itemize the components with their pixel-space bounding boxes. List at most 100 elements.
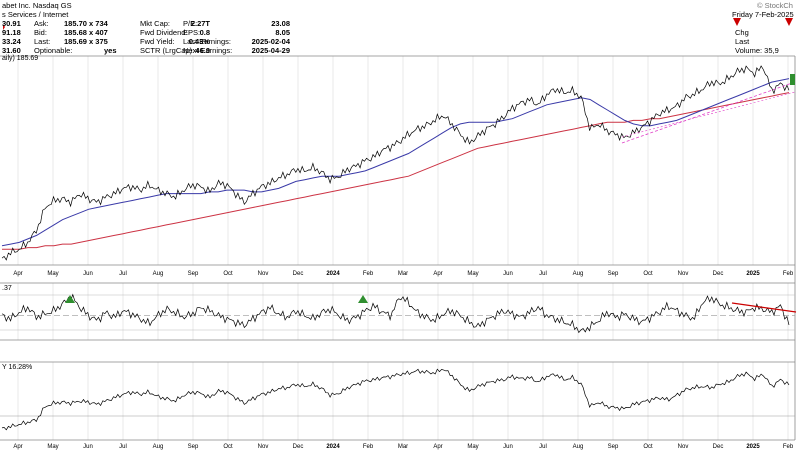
pe-label: P/E:	[183, 19, 198, 28]
x-tick-label: Jul	[119, 271, 127, 277]
rs-panel-label: Y 16.28%	[2, 364, 33, 371]
down-arrow-icon	[733, 18, 741, 26]
ask-label: Ask:	[34, 19, 49, 28]
ratio-panel-label: .37	[2, 285, 12, 292]
x-tick-label: Aug	[153, 271, 164, 277]
watermark: © StockCh	[757, 1, 793, 10]
fwd-dividend-label: Fwd Dividend:	[140, 28, 188, 37]
eps-label: EPS:	[183, 28, 201, 37]
chg-label: Chg	[735, 28, 749, 37]
bid-label: Bid:	[34, 28, 47, 37]
sctr-label: SCTR (LrgCap):	[140, 46, 195, 55]
x-tick-label: Aug	[573, 271, 584, 277]
pe-value: 23.08	[271, 19, 290, 28]
ratio-peak-marker	[65, 295, 75, 303]
x-tick-label: 2024	[326, 271, 340, 277]
x-tick-label: May	[467, 271, 478, 277]
x-tick-label: Nov	[678, 444, 689, 450]
x-tick-label: Aug	[573, 444, 584, 450]
ratio-peak-marker	[358, 295, 368, 303]
ma50-line	[1, 78, 790, 247]
x-tick-label: Sep	[608, 271, 619, 277]
eps-value: 8.05	[275, 28, 290, 37]
x-tick-label: Feb	[363, 271, 374, 277]
bid-value: 185.68 x 407	[64, 28, 108, 37]
x-tick-label: 2025	[746, 271, 760, 277]
sector-label: s Services / Internet	[2, 10, 69, 19]
x-tick-label: Nov	[678, 271, 689, 277]
chart-grid	[17, 56, 789, 440]
ratio-line	[1, 293, 790, 334]
x-tick-label: Sep	[608, 444, 619, 450]
ratio-divergence-line	[731, 302, 797, 313]
x-tick-label: Nov	[258, 444, 269, 450]
ohlc-high: 91.18	[2, 28, 21, 37]
x-tick-label: Sep	[188, 444, 199, 450]
optionable-value: yes	[104, 46, 117, 55]
x-tick-label: Dec	[713, 444, 724, 450]
x-tick-label: Jul	[119, 444, 127, 450]
trendline-secondary	[621, 91, 796, 138]
last-earnings-label: Last Earnings:	[183, 37, 231, 46]
last-label: Last:	[34, 37, 51, 46]
x-tick-label: Apr	[433, 271, 442, 277]
x-tick-label: Aug	[153, 444, 164, 450]
x-tick-label: 2025	[746, 444, 760, 450]
x-tick-label: Apr	[13, 444, 22, 450]
mktcap-value: 2.27T	[190, 19, 210, 28]
last-value: 185.69 x 375	[64, 37, 108, 46]
x-tick-label: Feb	[363, 444, 374, 450]
price-panel-label: aily) 185.69	[2, 55, 39, 62]
x-tick-label: Oct	[223, 271, 233, 277]
fwd-dividend-value: 0.8	[199, 28, 210, 37]
mktcap-label: Mkt Cap:	[140, 19, 171, 28]
date-label: Friday 7-Feb-2025	[732, 10, 794, 19]
ohlc-low: 33.24	[2, 37, 21, 46]
optionable-label: Optionable:	[34, 46, 73, 55]
volume-label: Volume: 35,9	[735, 46, 779, 55]
chart-marks	[0, 18, 797, 431]
x-tick-label: Jun	[83, 444, 93, 450]
x-tick-label: Jun	[503, 271, 513, 277]
x-tick-label: May	[47, 444, 58, 450]
ohlc-open: 30.91	[2, 19, 21, 28]
panel-borders	[0, 55, 796, 441]
x-tick-label: Dec	[293, 271, 304, 277]
x-tick-label: Mar	[398, 444, 408, 450]
x-tick-label: Jun	[83, 271, 93, 277]
next-earnings-label: Next Earnings:	[183, 46, 233, 55]
last-right-label: Last	[735, 37, 750, 46]
company-name: abet Inc. Nasdaq GS	[2, 1, 72, 10]
ask-value: 185.70 x 734	[64, 19, 108, 28]
x-tick-label: Feb	[783, 444, 794, 450]
fwd-yield-value: 0.43%	[188, 37, 210, 46]
last-earnings-value: 2025-02-04	[251, 37, 290, 46]
fwd-yield-label: Fwd Yield:	[140, 37, 175, 46]
x-tick-label: May	[467, 444, 478, 450]
sctr-value: 46.9	[195, 46, 210, 55]
ma200-line	[2, 92, 790, 250]
x-tick-label: Apr	[13, 271, 22, 277]
x-tick-label: Jun	[503, 444, 513, 450]
x-tick-label: May	[47, 271, 58, 277]
x-tick-label: Feb	[783, 271, 794, 277]
x-tick-label: Sep	[188, 271, 199, 277]
trendline	[621, 81, 796, 144]
x-tick-label: Oct	[223, 444, 233, 450]
x-tick-label: Oct	[643, 271, 653, 277]
down-arrow-icon	[785, 18, 793, 26]
next-earnings-value: 2025-04-29	[251, 46, 290, 55]
x-tick-label: Jul	[539, 444, 547, 450]
x-tick-label: Apr	[433, 444, 442, 450]
x-tick-label: Nov	[258, 271, 269, 277]
x-tick-label: Dec	[713, 271, 724, 277]
x-tick-label: Dec	[293, 444, 304, 450]
x-tick-label: 2024	[326, 444, 340, 450]
x-tick-label: Mar	[398, 271, 408, 277]
indicator-marker	[3, 24, 5, 30]
x-axis-labels: Apr Apr May May Jun Jun Jul Jul Aug Aug Sep Sep Oct O…	[13, 271, 794, 450]
rs-line	[1, 368, 790, 431]
x-tick-label: Oct	[643, 444, 653, 450]
x-tick-label: Jul	[539, 271, 547, 277]
